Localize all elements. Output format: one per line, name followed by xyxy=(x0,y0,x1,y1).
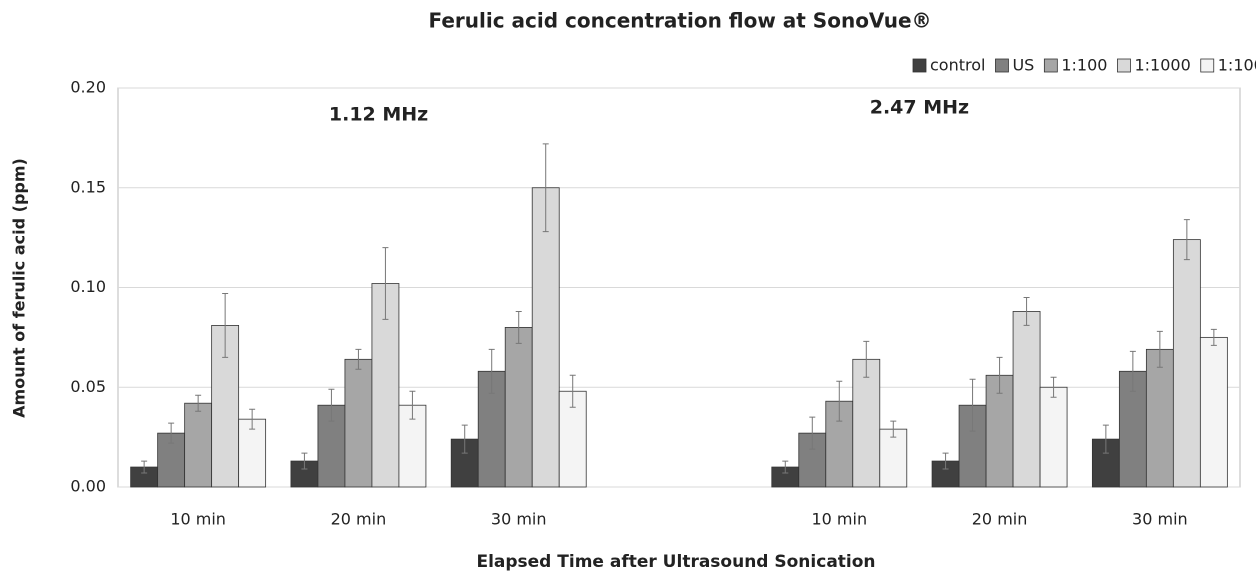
error-bar xyxy=(1129,350,1136,392)
error-bar xyxy=(328,388,335,422)
error-bar xyxy=(461,424,468,454)
error-bar xyxy=(809,416,816,450)
chart-title: Ferulic acid concentration flow at SonoV… xyxy=(428,9,931,33)
bar xyxy=(184,402,213,488)
error-bar xyxy=(863,340,870,378)
error-bar xyxy=(1102,424,1109,454)
error-bar xyxy=(836,380,843,422)
legend-swatch xyxy=(1200,58,1215,73)
y-axis-label: Amount of ferulic acid (ppm) xyxy=(10,158,29,418)
bar xyxy=(1039,386,1068,488)
error-bar xyxy=(1023,296,1030,326)
error-bar xyxy=(515,310,522,344)
bar xyxy=(879,428,908,488)
y-tick-label: 0.10 xyxy=(70,277,106,296)
legend-swatch xyxy=(912,58,927,73)
error-bar xyxy=(141,460,148,474)
error-bar xyxy=(1210,328,1217,346)
y-tick-label: 0.15 xyxy=(70,177,106,196)
legend-swatch xyxy=(995,58,1009,73)
error-bar xyxy=(969,378,976,432)
error-bar xyxy=(890,420,897,438)
error-bar xyxy=(996,356,1003,394)
x-tick-label: 20 min xyxy=(972,510,1028,529)
error-bar xyxy=(249,408,256,430)
error-bar xyxy=(222,292,229,358)
error-bar xyxy=(301,452,308,470)
error-bar xyxy=(409,390,416,420)
x-axis-label: Elapsed Time after Ultrasound Sonication xyxy=(476,552,875,572)
legend-label: control xyxy=(930,56,985,75)
x-tick-label: 10 min xyxy=(811,510,867,529)
bar xyxy=(504,326,533,488)
x-tick-label: 10 min xyxy=(170,510,226,529)
y-tick-label: 0.20 xyxy=(70,78,106,97)
legend-swatch xyxy=(1117,58,1131,73)
legend-label: 1:100 xyxy=(1061,56,1107,75)
legend-swatch xyxy=(1043,58,1058,73)
error-bar xyxy=(195,394,202,412)
bar xyxy=(1172,239,1201,488)
error-bar xyxy=(355,348,362,370)
bar xyxy=(1012,311,1041,488)
error-bar xyxy=(1156,330,1163,368)
y-tick-label: 0.05 xyxy=(70,377,106,396)
x-tick-label: 30 min xyxy=(491,510,547,529)
y-tick-label: 0.00 xyxy=(70,477,106,496)
error-bar xyxy=(942,452,949,470)
x-tick-label: 20 min xyxy=(331,510,387,529)
legend-label: 1:1000 xyxy=(1134,56,1190,75)
bar xyxy=(852,358,881,488)
bar xyxy=(344,358,373,488)
error-bar xyxy=(1183,219,1190,261)
legend-label: 1:10000 xyxy=(1218,56,1256,75)
error-bar xyxy=(168,422,175,444)
error-bar xyxy=(569,374,576,408)
bar xyxy=(1199,336,1228,488)
bar xyxy=(1145,348,1174,488)
annotation: 2.47 MHz xyxy=(870,97,969,119)
error-bar xyxy=(1050,376,1057,398)
annotation: 1.12 MHz xyxy=(329,104,428,126)
bar xyxy=(238,418,267,488)
error-bar xyxy=(782,460,789,474)
bar xyxy=(985,374,1014,488)
x-tick-label: 30 min xyxy=(1132,510,1188,529)
error-bar xyxy=(488,348,495,394)
legend-label: US xyxy=(1012,56,1034,75)
bar xyxy=(531,187,560,488)
error-bar xyxy=(382,247,389,320)
error-bar xyxy=(542,143,549,233)
